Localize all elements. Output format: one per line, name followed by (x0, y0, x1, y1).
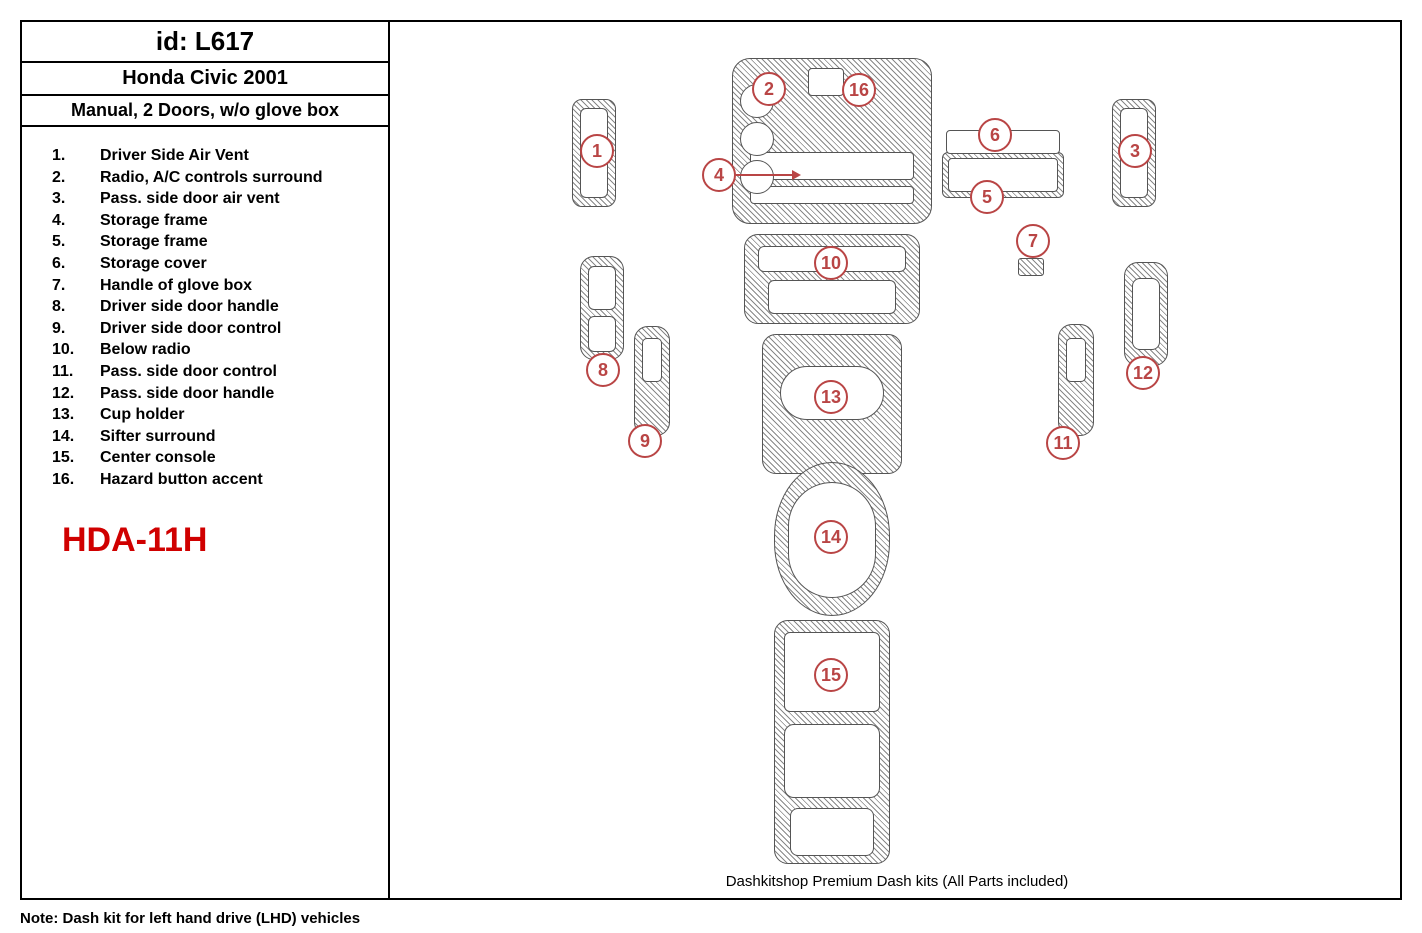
part-number: 9. (52, 318, 100, 340)
part-label: Storage frame (100, 231, 208, 253)
callout-7: 7 (1016, 224, 1050, 258)
cutout (740, 122, 774, 156)
parts-list-row: 6.Storage cover (52, 253, 368, 275)
leader-line (736, 174, 792, 176)
callout-13: 13 (814, 380, 848, 414)
part-shape-16 (808, 68, 844, 96)
part-number: 12. (52, 383, 100, 405)
part-label: Below radio (100, 339, 191, 361)
part-number: 5. (52, 231, 100, 253)
callout-4: 4 (702, 158, 736, 192)
part-number: 10. (52, 339, 100, 361)
part-number: 1. (52, 145, 100, 167)
part-number: 4. (52, 210, 100, 232)
arrowhead (792, 170, 801, 180)
cutout (588, 266, 616, 310)
callout-9: 9 (628, 424, 662, 458)
part-label: Center console (100, 447, 216, 469)
parts-list-row: 9.Driver side door control (52, 318, 368, 340)
cutout (790, 808, 874, 856)
part-number: 11. (52, 361, 100, 383)
cutout (1132, 278, 1160, 350)
parts-list-row: 12.Pass. side door handle (52, 383, 368, 405)
callout-11: 11 (1046, 426, 1080, 460)
callout-8: 8 (586, 353, 620, 387)
parts-list-row: 8.Driver side door handle (52, 296, 368, 318)
callout-2: 2 (752, 72, 786, 106)
config-header: Manual, 2 Doors, w/o glove box (22, 96, 388, 127)
legend-panel: id: L617 Honda Civic 2001 Manual, 2 Door… (22, 22, 390, 898)
callout-10: 10 (814, 246, 848, 280)
part-label: Driver Side Air Vent (100, 145, 249, 167)
product-code: HDA-11H (22, 491, 388, 560)
parts-list-row: 5.Storage frame (52, 231, 368, 253)
part-label: Storage cover (100, 253, 207, 275)
cutout (768, 280, 896, 314)
parts-list-row: 3.Pass. side door air vent (52, 188, 368, 210)
part-label: Driver side door handle (100, 296, 279, 318)
parts-list-row: 13.Cup holder (52, 404, 368, 426)
part-number: 6. (52, 253, 100, 275)
part-label: Radio, A/C controls surround (100, 167, 323, 189)
cutout (1066, 338, 1086, 382)
part-number: 3. (52, 188, 100, 210)
callout-3: 3 (1118, 134, 1152, 168)
cutout (740, 160, 774, 194)
cutout (948, 158, 1058, 192)
bottom-note: Note: Dash kit for left hand drive (LHD)… (20, 910, 360, 927)
part-label: Pass. side door handle (100, 383, 274, 405)
callout-6: 6 (978, 118, 1012, 152)
callout-16: 16 (842, 73, 876, 107)
parts-list: 1.Driver Side Air Vent2.Radio, A/C contr… (22, 127, 388, 491)
main-frame: id: L617 Honda Civic 2001 Manual, 2 Door… (20, 20, 1402, 900)
callout-12: 12 (1126, 356, 1160, 390)
part-label: Pass. side door control (100, 361, 277, 383)
part-label: Handle of glove box (100, 275, 252, 297)
part-label: Hazard button accent (100, 469, 263, 491)
part-shape-7 (1018, 258, 1044, 276)
id-header: id: L617 (22, 22, 388, 63)
parts-list-row: 10.Below radio (52, 339, 368, 361)
part-number: 13. (52, 404, 100, 426)
diagram-footer: Dashkitshop Premium Dash kits (All Parts… (392, 873, 1402, 890)
part-number: 16. (52, 469, 100, 491)
callout-5: 5 (970, 180, 1004, 214)
diagram-panel: 12345678910111213141516 Dashkitshop Prem… (392, 22, 1402, 898)
parts-list-row: 11.Pass. side door control (52, 361, 368, 383)
parts-list-row: 2.Radio, A/C controls surround (52, 167, 368, 189)
parts-list-row: 1.Driver Side Air Vent (52, 145, 368, 167)
part-number: 7. (52, 275, 100, 297)
cutout (784, 724, 880, 798)
part-number: 14. (52, 426, 100, 448)
parts-list-row: 16.Hazard button accent (52, 469, 368, 491)
part-label: Sifter surround (100, 426, 216, 448)
part-number: 8. (52, 296, 100, 318)
cutout (642, 338, 662, 382)
part-label: Driver side door control (100, 318, 281, 340)
part-number: 15. (52, 447, 100, 469)
parts-list-row: 14.Sifter surround (52, 426, 368, 448)
part-label: Cup holder (100, 404, 184, 426)
vehicle-header: Honda Civic 2001 (22, 63, 388, 96)
parts-list-row: 7.Handle of glove box (52, 275, 368, 297)
cutout (588, 316, 616, 352)
parts-list-row: 15.Center console (52, 447, 368, 469)
part-label: Pass. side door air vent (100, 188, 280, 210)
callout-15: 15 (814, 658, 848, 692)
part-label: Storage frame (100, 210, 208, 232)
part-number: 2. (52, 167, 100, 189)
callout-14: 14 (814, 520, 848, 554)
cutout (750, 186, 914, 204)
diagram-canvas: 12345678910111213141516 (392, 22, 1402, 898)
callout-1: 1 (580, 134, 614, 168)
parts-list-row: 4.Storage frame (52, 210, 368, 232)
